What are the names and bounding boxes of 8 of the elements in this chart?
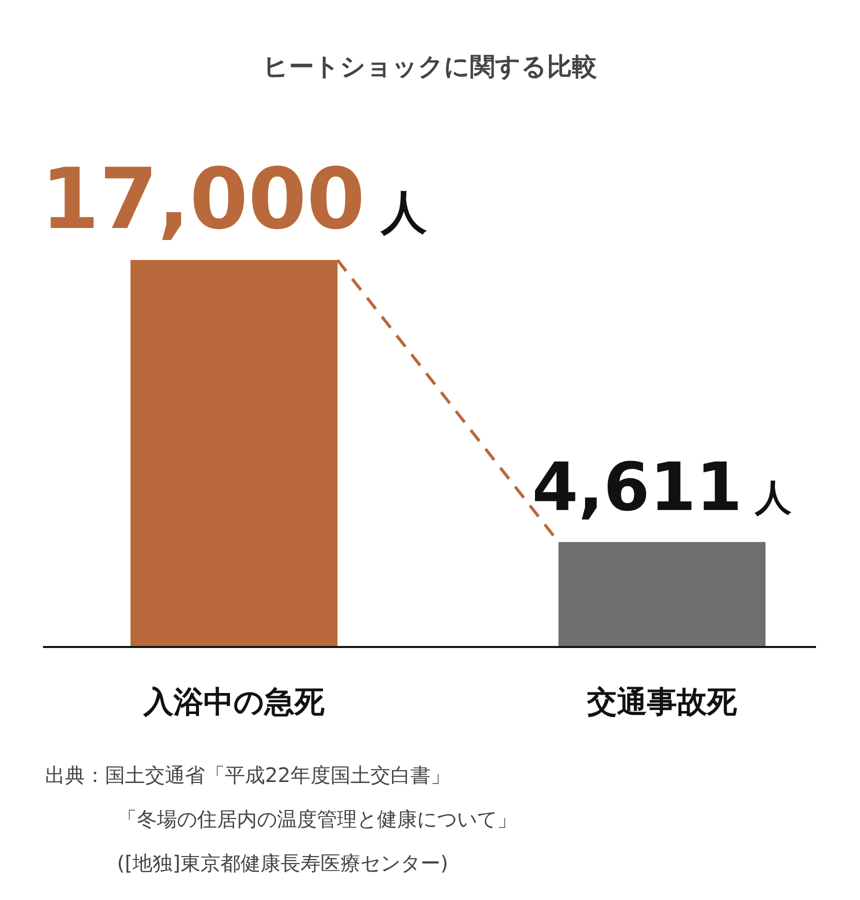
data-label: 4,611 人 xyxy=(532,448,792,526)
x-tick-label: 交通事故死 xyxy=(586,685,738,720)
x-tick-label: 入浴中の急死 xyxy=(142,685,326,720)
text: 「冬場の住居内の温度管理と健康について」 xyxy=(117,807,517,831)
text: ([地独]東京都健康長寿医療センター) xyxy=(117,851,448,875)
data-label: 17,000 人 xyxy=(40,150,428,248)
chart-title: ヒートショックに関する比較 xyxy=(263,52,598,81)
source-note: 出典：国土交通省「平成22年度国土交白書」 xyxy=(45,763,450,787)
